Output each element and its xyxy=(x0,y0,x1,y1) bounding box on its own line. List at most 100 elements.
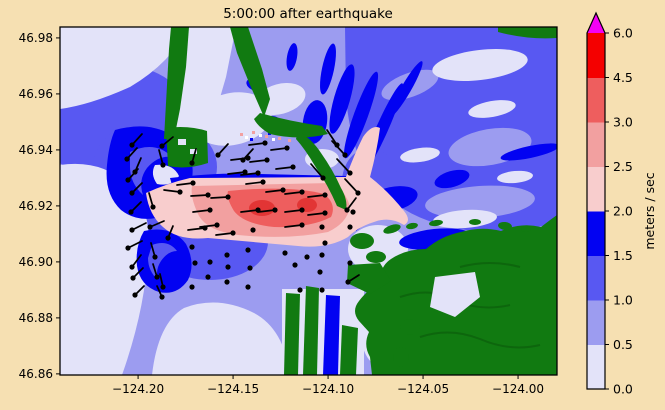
particle-tail xyxy=(230,157,249,161)
velocity-jet-layer-shape xyxy=(265,135,268,138)
particle-dot xyxy=(225,264,231,270)
water-light-layer-shape xyxy=(172,27,236,139)
particle-dot xyxy=(125,177,131,183)
land-layer-shape xyxy=(347,263,391,294)
x-tick-label: −124.10 xyxy=(302,382,354,396)
particle-dot xyxy=(284,145,290,151)
particle-dot xyxy=(250,227,256,233)
x-axis: −124.20 −124.15 −124.10 −124.05 −124.00 xyxy=(112,375,544,396)
particle-dot xyxy=(262,140,268,146)
particle-tail xyxy=(240,209,259,213)
colorbar-segment xyxy=(587,211,605,256)
particle-dot xyxy=(225,194,231,200)
land-layer-shape xyxy=(383,224,401,234)
map-plot-area xyxy=(60,27,557,375)
velocity-jet-layer-shape xyxy=(250,138,253,141)
particle-dot xyxy=(129,142,135,148)
particle-dot xyxy=(189,244,195,250)
particle-dot xyxy=(345,279,351,285)
particle-dot xyxy=(159,294,165,300)
land-layer-shape xyxy=(164,27,189,139)
particle-dot xyxy=(347,260,353,266)
particle-dot xyxy=(299,222,305,228)
chart-title: 5:00:00 after earthquake xyxy=(223,6,393,22)
land-layer-shape xyxy=(459,262,521,268)
velocity-jet-layer-shape xyxy=(252,131,255,134)
particle-tail xyxy=(192,209,211,213)
particle-tail xyxy=(248,142,266,146)
particle-dot xyxy=(205,192,211,198)
land-layer-shape xyxy=(521,226,531,232)
particle-dot xyxy=(224,279,230,285)
particle-dot xyxy=(152,254,158,260)
water-light-layer-shape xyxy=(433,209,497,229)
particle-dot xyxy=(160,162,166,168)
particle-dot xyxy=(132,292,138,298)
particle-dot xyxy=(319,252,325,258)
particle-tail xyxy=(310,163,324,179)
y-tick-label: 46.90 xyxy=(19,255,53,269)
particle-tail xyxy=(284,224,303,228)
particle-dot xyxy=(189,160,195,166)
land-layer-shape xyxy=(296,131,347,210)
particle-tail xyxy=(176,182,194,186)
particle-dot xyxy=(260,179,266,185)
particle-dot xyxy=(319,224,325,230)
particle-tail xyxy=(249,159,268,163)
colorbar-segment xyxy=(587,77,605,123)
particle-dot xyxy=(147,224,153,230)
water-light-layer-shape xyxy=(468,100,516,118)
land-layer-shape xyxy=(284,293,300,375)
particle-dot xyxy=(129,190,135,196)
particle-dot xyxy=(224,252,230,258)
particle-dot xyxy=(230,230,236,236)
land-layer-shape xyxy=(190,149,197,154)
land-layer-shape xyxy=(406,222,418,230)
particle-dot xyxy=(130,275,136,281)
colorbar-over-arrow xyxy=(587,13,605,33)
particle-tail xyxy=(227,171,246,175)
land-layer-shape xyxy=(429,219,443,227)
land-layer-shape xyxy=(430,272,480,317)
particle-dot xyxy=(192,260,198,266)
particle-dot xyxy=(334,142,340,148)
particle-dot xyxy=(290,164,296,170)
particle-dot xyxy=(245,247,251,253)
particle-dot xyxy=(319,287,325,293)
colorbar-segment xyxy=(587,300,605,345)
colorbar-tick-label: 3.0 xyxy=(613,115,633,130)
water-dark-layer-shape xyxy=(329,64,355,134)
particle-dot xyxy=(264,157,270,163)
colorbar-tick-label: 1.5 xyxy=(613,248,633,263)
particle-dot xyxy=(347,224,353,230)
colorbar: 0.0 0.5 1.0 1.5 2.0 2.5 3.0 4.5 6.0 xyxy=(586,11,633,397)
particle-dot xyxy=(165,235,171,241)
particle-dot xyxy=(297,287,303,293)
particle-tail xyxy=(163,189,181,193)
water-light-layer-shape xyxy=(400,147,440,163)
particle-dot xyxy=(255,170,261,176)
x-tick-label: −124.20 xyxy=(112,382,164,396)
particle-tail xyxy=(257,209,276,213)
particle-tail xyxy=(331,140,346,156)
colorbar-segment xyxy=(587,166,605,212)
particle-tail xyxy=(336,158,351,174)
water-light-layer-shape xyxy=(60,27,188,109)
water-dark-layer-shape xyxy=(320,43,336,95)
particle-dot xyxy=(280,187,286,193)
particle-tail xyxy=(210,196,229,199)
particle-dot xyxy=(355,190,361,196)
colorbar-tick-label: 2.5 xyxy=(613,159,633,174)
water-light-layer-shape xyxy=(497,170,533,184)
particle-dot xyxy=(215,152,221,158)
particle-dot xyxy=(129,264,135,270)
land-layer-shape xyxy=(178,139,186,145)
water-periwinkle-patches-shape xyxy=(425,185,535,219)
particle-tail xyxy=(270,147,288,151)
y-axis: 46.98 46.96 46.94 46.92 46.90 46.88 46.86 xyxy=(19,31,60,381)
particle-dot xyxy=(344,207,350,213)
water-dark-layer-shape xyxy=(343,71,379,159)
land-layer-shape xyxy=(498,221,512,231)
water-dark-layer-shape xyxy=(286,43,298,71)
colorbar-segment xyxy=(587,255,605,301)
